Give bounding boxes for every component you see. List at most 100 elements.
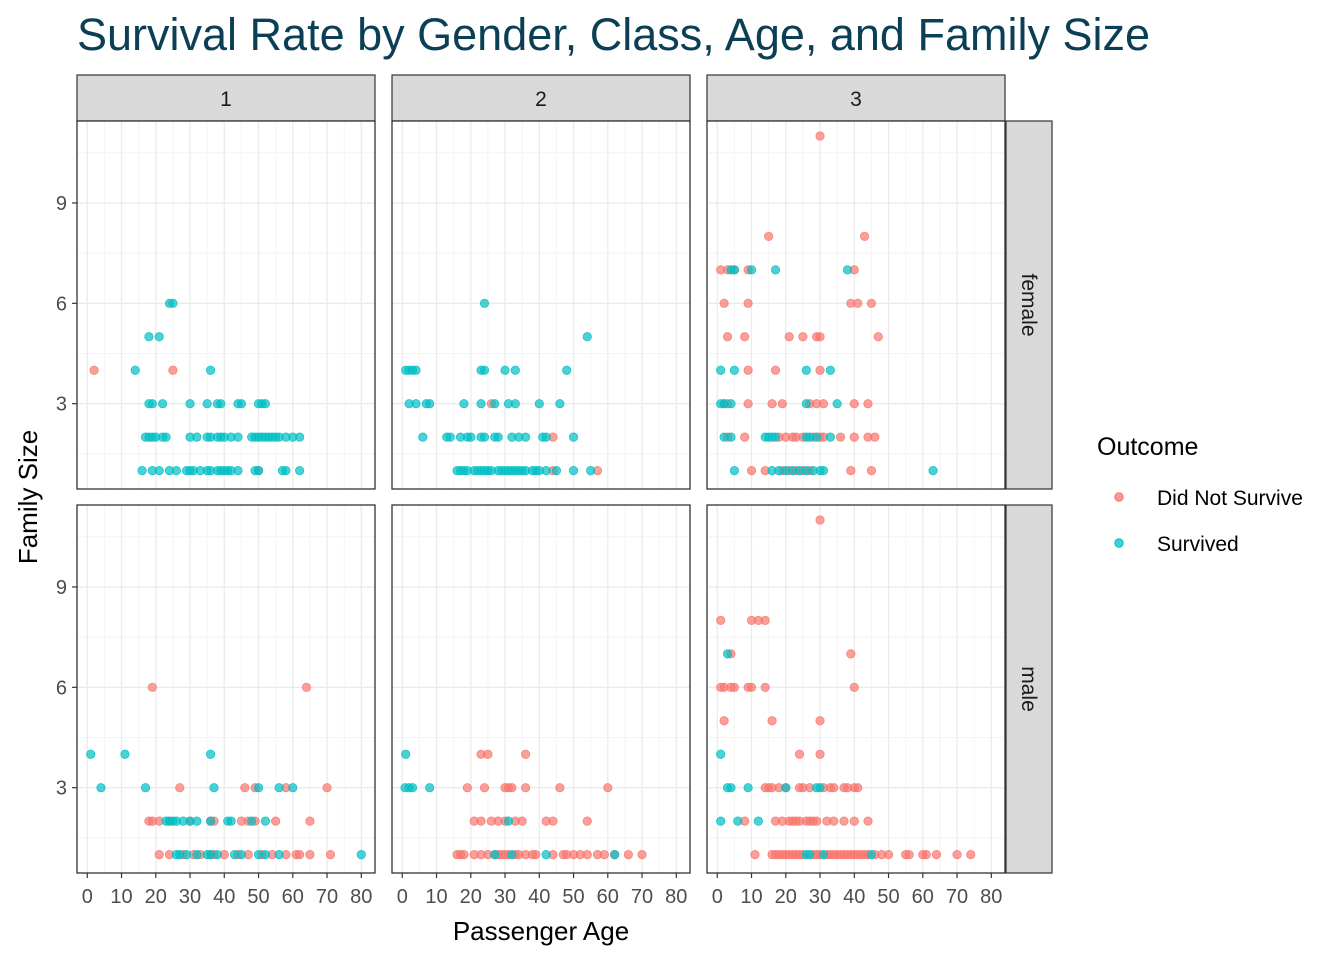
point-survived (479, 432, 490, 442)
point-survived (260, 399, 270, 409)
point-did-not-survive (719, 716, 729, 726)
facet-panels: 1 2 3 female male 3 6 9 3 6 9 0 10 20 30 40 50 60 70 80 0 10 2… (56, 74, 1053, 908)
point-did-not-survive (743, 298, 753, 308)
point-did-not-survive (846, 465, 856, 476)
point-survived (479, 298, 490, 308)
point-did-not-survive (849, 682, 859, 692)
point-survived (260, 816, 270, 826)
point-survived (507, 849, 517, 860)
y-tick-label: 3 (56, 394, 67, 416)
point-did-not-survive (815, 716, 825, 726)
point-did-not-survive (815, 749, 825, 759)
point-survived (233, 465, 243, 476)
point-did-not-survive (168, 365, 178, 375)
point-survived (510, 399, 520, 409)
point-did-not-survive (548, 816, 558, 826)
point-did-not-survive (459, 849, 469, 860)
point-survived (716, 816, 726, 826)
point-survived (726, 432, 736, 442)
point-survived (154, 332, 164, 342)
point-survived (586, 465, 596, 476)
point-survived (445, 432, 455, 442)
point-survived (171, 465, 181, 476)
point-did-not-survive (866, 298, 877, 308)
point-survived (568, 465, 579, 476)
chart-title: Survival Rate by Gender, Class, Age, and… (77, 9, 1150, 60)
point-did-not-survive (815, 131, 825, 141)
point-survived (411, 365, 421, 375)
point-survived (534, 399, 544, 409)
legend-label-did-not-survive: Did Not Survive (1157, 487, 1303, 510)
point-survived (729, 265, 740, 275)
point-did-not-survive (853, 783, 863, 793)
point-did-not-survive (931, 849, 942, 860)
point-survived (253, 465, 264, 476)
facet-strip-col-1 (76, 74, 376, 122)
point-did-not-survive (863, 816, 873, 826)
point-survived (479, 365, 490, 375)
point-did-not-survive (147, 682, 157, 692)
facet-strip-col-2 (391, 74, 691, 122)
point-did-not-survive (507, 783, 517, 793)
point-did-not-survive (849, 432, 859, 442)
point-survived (818, 849, 829, 860)
point-survived (140, 783, 151, 793)
point-survived (568, 432, 579, 442)
point-did-not-survive (483, 749, 493, 759)
point-did-not-survive (866, 465, 877, 476)
point-survived (212, 849, 223, 860)
point-did-not-survive (812, 816, 822, 826)
point-survived (500, 365, 510, 375)
x-tick-label: 0 (82, 886, 93, 908)
point-survived (726, 783, 736, 793)
point-survived (425, 399, 435, 409)
point-survived (209, 783, 219, 793)
x-tick-label: 70 (946, 886, 968, 908)
point-did-not-survive (555, 783, 565, 793)
point-survived (401, 749, 411, 759)
point-survived (144, 332, 154, 342)
point-survived (781, 783, 791, 793)
facet-strip-label-row-male: male (1017, 666, 1040, 712)
point-survived (260, 849, 270, 860)
point-survived (192, 816, 202, 826)
point-did-not-survive (815, 365, 825, 375)
point-survived (192, 432, 202, 442)
point-survived (541, 849, 551, 860)
point-did-not-survive (271, 816, 281, 826)
panel-background (77, 505, 375, 873)
x-tick-label: 80 (980, 886, 1002, 908)
point-did-not-survive (883, 849, 894, 860)
point-survived (86, 749, 96, 759)
point-survived (722, 649, 733, 659)
x-tick-label: 30 (809, 886, 831, 908)
point-survived (295, 432, 305, 442)
point-did-not-survive (859, 231, 870, 242)
point-survived (154, 465, 164, 476)
point-survived (729, 365, 740, 375)
point-did-not-survive (849, 399, 859, 409)
point-did-not-survive (798, 332, 808, 342)
point-survived (562, 365, 572, 375)
x-tick-label: 30 (494, 886, 516, 908)
point-survived (555, 399, 565, 409)
point-did-not-survive (722, 332, 733, 342)
y-tick-label: 3 (56, 778, 67, 800)
point-survived (716, 365, 726, 375)
point-did-not-survive (89, 365, 99, 375)
legend: Outcome Did Not Survive Survived (1097, 433, 1303, 556)
point-survived (832, 399, 842, 409)
point-survived (205, 365, 216, 375)
point-did-not-survive (767, 716, 777, 726)
x-tick-label: 40 (528, 886, 550, 908)
facet-strip-label-col-2: 2 (535, 88, 547, 111)
panel-1-male: 3 6 9 0 10 20 30 40 50 60 70 80 (56, 504, 376, 908)
point-did-not-survive (904, 849, 914, 860)
point-did-not-survive (295, 849, 305, 860)
point-survived (716, 749, 726, 759)
facet-strip-row-male (1005, 504, 1053, 874)
point-survived (818, 465, 829, 476)
x-tick-label: 50 (562, 886, 584, 908)
point-survived (490, 399, 500, 409)
